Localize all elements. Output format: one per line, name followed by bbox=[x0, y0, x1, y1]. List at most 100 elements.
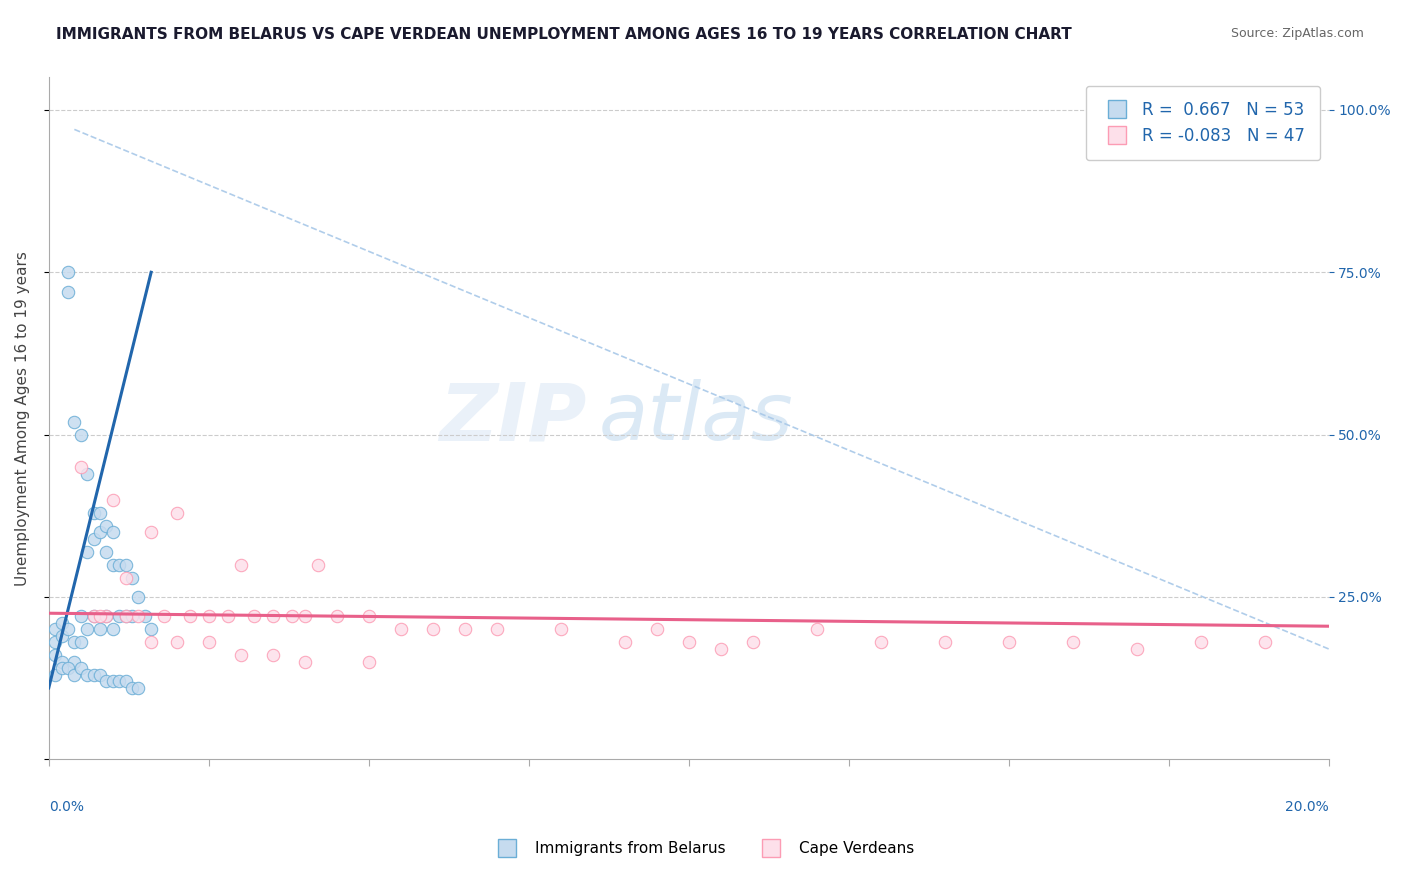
Point bbox=[83, 532, 105, 546]
Point bbox=[710, 642, 733, 657]
Point bbox=[294, 655, 316, 669]
Point bbox=[485, 623, 508, 637]
Point bbox=[139, 524, 162, 539]
Point bbox=[139, 635, 162, 649]
Point bbox=[101, 674, 124, 689]
Point bbox=[56, 623, 79, 637]
Point bbox=[325, 609, 347, 624]
Point bbox=[307, 558, 329, 572]
Point bbox=[741, 635, 763, 649]
Point bbox=[153, 609, 176, 624]
Point bbox=[63, 668, 86, 682]
Point bbox=[51, 629, 73, 643]
Point bbox=[997, 635, 1019, 649]
Point bbox=[76, 544, 98, 558]
Point bbox=[56, 285, 79, 299]
Point bbox=[83, 506, 105, 520]
Point bbox=[806, 623, 828, 637]
Point bbox=[51, 615, 73, 630]
Text: ZIP: ZIP bbox=[439, 379, 586, 458]
Point bbox=[229, 648, 252, 663]
Point bbox=[83, 609, 105, 624]
Point bbox=[127, 681, 149, 695]
Point bbox=[63, 415, 86, 429]
Point bbox=[76, 623, 98, 637]
Point bbox=[44, 648, 66, 663]
Point bbox=[139, 623, 162, 637]
Point bbox=[114, 558, 136, 572]
Point bbox=[89, 506, 111, 520]
Point bbox=[134, 609, 156, 624]
Point bbox=[69, 460, 91, 475]
Point bbox=[89, 524, 111, 539]
Point bbox=[69, 427, 91, 442]
Point bbox=[76, 668, 98, 682]
Point bbox=[166, 506, 188, 520]
Point bbox=[69, 635, 91, 649]
Point bbox=[389, 623, 412, 637]
Point bbox=[89, 623, 111, 637]
Point bbox=[51, 655, 73, 669]
Legend: Immigrants from Belarus, Cape Verdeans: Immigrants from Belarus, Cape Verdeans bbox=[486, 835, 920, 862]
Point bbox=[262, 609, 284, 624]
Text: IMMIGRANTS FROM BELARUS VS CAPE VERDEAN UNEMPLOYMENT AMONG AGES 16 TO 19 YEARS C: IMMIGRANTS FROM BELARUS VS CAPE VERDEAN … bbox=[56, 27, 1071, 42]
Point bbox=[101, 558, 124, 572]
Point bbox=[44, 668, 66, 682]
Point bbox=[262, 648, 284, 663]
Point bbox=[89, 668, 111, 682]
Point bbox=[645, 623, 668, 637]
Point bbox=[108, 558, 131, 572]
Point bbox=[114, 570, 136, 584]
Point bbox=[217, 609, 239, 624]
Point bbox=[121, 570, 143, 584]
Point bbox=[89, 609, 111, 624]
Point bbox=[281, 609, 304, 624]
Point bbox=[197, 609, 219, 624]
Point bbox=[934, 635, 956, 649]
Point bbox=[44, 635, 66, 649]
Text: atlas: atlas bbox=[599, 379, 794, 458]
Point bbox=[108, 674, 131, 689]
Point bbox=[63, 655, 86, 669]
Point bbox=[294, 609, 316, 624]
Point bbox=[242, 609, 264, 624]
Point bbox=[357, 609, 380, 624]
Point bbox=[114, 674, 136, 689]
Point bbox=[1253, 635, 1275, 649]
Point bbox=[229, 558, 252, 572]
Point bbox=[179, 609, 201, 624]
Point bbox=[63, 635, 86, 649]
Point bbox=[69, 661, 91, 675]
Point bbox=[1189, 635, 1212, 649]
Point bbox=[96, 544, 118, 558]
Point bbox=[96, 674, 118, 689]
Point bbox=[108, 609, 131, 624]
Point bbox=[869, 635, 891, 649]
Point bbox=[83, 668, 105, 682]
Point bbox=[44, 623, 66, 637]
Point bbox=[678, 635, 700, 649]
Point bbox=[613, 635, 636, 649]
Point bbox=[422, 623, 444, 637]
Point bbox=[101, 492, 124, 507]
Point bbox=[101, 524, 124, 539]
Point bbox=[121, 681, 143, 695]
Point bbox=[357, 655, 380, 669]
Point bbox=[96, 518, 118, 533]
Point bbox=[114, 609, 136, 624]
Text: 0.0%: 0.0% bbox=[49, 800, 84, 814]
Text: 20.0%: 20.0% bbox=[1285, 800, 1329, 814]
Point bbox=[550, 623, 572, 637]
Point bbox=[83, 609, 105, 624]
Point bbox=[197, 635, 219, 649]
Point bbox=[121, 609, 143, 624]
Point bbox=[166, 635, 188, 649]
Y-axis label: Unemployment Among Ages 16 to 19 years: Unemployment Among Ages 16 to 19 years bbox=[15, 251, 30, 586]
Legend: R =  0.667   N = 53, R = -0.083   N = 47: R = 0.667 N = 53, R = -0.083 N = 47 bbox=[1085, 86, 1320, 160]
Point bbox=[101, 623, 124, 637]
Point bbox=[76, 467, 98, 481]
Point bbox=[56, 265, 79, 279]
Text: Source: ZipAtlas.com: Source: ZipAtlas.com bbox=[1230, 27, 1364, 40]
Point bbox=[56, 661, 79, 675]
Point bbox=[454, 623, 477, 637]
